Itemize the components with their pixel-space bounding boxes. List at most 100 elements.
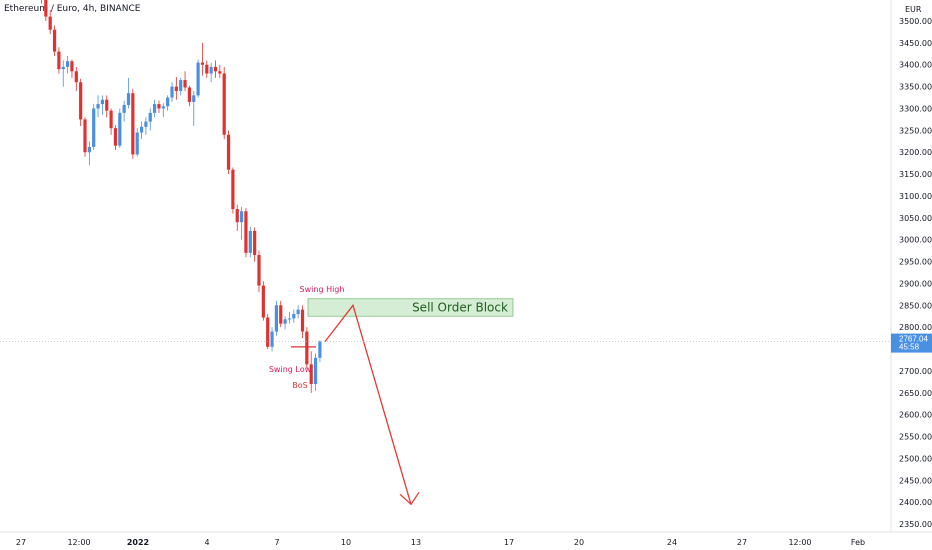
- candle-body: [44, 0, 48, 17]
- candle: [174, 76, 178, 100]
- candle: [52, 25, 57, 56]
- candle: [266, 314, 270, 350]
- candle: [57, 47, 61, 74]
- candle: [296, 305, 300, 319]
- y-tick-label: 3450.00: [899, 39, 932, 48]
- candle: [192, 90, 196, 126]
- candle-body: [192, 95, 196, 102]
- candle-body: [296, 309, 300, 315]
- candle-body: [283, 319, 287, 324]
- candle: [48, 10, 52, 35]
- candle-body: [257, 255, 261, 286]
- y-tick-label: 2500.00: [899, 454, 932, 463]
- candle-body: [131, 93, 135, 155]
- candle: [313, 353, 318, 391]
- candle-body: [196, 62, 200, 96]
- candles: [41, 0, 322, 393]
- candle-body: [139, 126, 144, 133]
- candle: [161, 103, 165, 118]
- candle: [283, 316, 287, 330]
- candle-body: [66, 61, 70, 67]
- y-tick-label: 2850.00: [899, 301, 932, 310]
- candle: [183, 71, 187, 91]
- candle-body: [174, 86, 178, 91]
- candle-body: [287, 318, 292, 320]
- candle-body: [300, 309, 305, 332]
- candle-body: [270, 331, 274, 347]
- candle-body: [61, 66, 65, 70]
- candle-body: [83, 119, 87, 153]
- candle: [253, 227, 257, 262]
- candle-body: [74, 71, 78, 83]
- candle-body: [109, 110, 113, 129]
- candle-body: [153, 104, 157, 113]
- y-tick-label: 2700.00: [899, 367, 932, 376]
- candle: [153, 99, 157, 118]
- candle: [96, 95, 100, 118]
- candle-body: [292, 314, 296, 319]
- candle-body: [170, 86, 174, 98]
- candle-body: [48, 16, 52, 30]
- y-tick-label: 3250.00: [899, 126, 932, 135]
- candle-body: [148, 112, 152, 122]
- candle: [209, 62, 213, 83]
- y-tick-label: 2350.00: [899, 520, 932, 529]
- candle-body: [70, 61, 74, 72]
- y-tick-label: 2600.00: [899, 411, 932, 420]
- candle: [170, 82, 174, 102]
- candle-body: [126, 93, 131, 105]
- candle-body: [266, 317, 270, 347]
- bos-label: BoS: [292, 381, 307, 390]
- candle: [113, 125, 118, 151]
- x-tick-label: 27: [737, 538, 747, 547]
- candle-body: [244, 211, 248, 253]
- candle-body: [248, 230, 252, 253]
- candle: [66, 55, 70, 74]
- symbol-label: Ethereum / Euro, 4h, BINANCE: [4, 4, 141, 14]
- time-axis[interactable]: 27 12:00 2022 4 7 10 13 17 20 24 27 12:00 Feb: [0, 531, 932, 550]
- candle: [126, 77, 131, 109]
- y-tick-label: 3200.00: [899, 148, 932, 157]
- y-tick-label: 2450.00: [899, 476, 932, 485]
- order-block-label: Sell Order Block: [412, 300, 508, 314]
- candle: [44, 0, 48, 21]
- candle: [100, 95, 104, 116]
- candle: [144, 117, 148, 135]
- sell-order-block: Sell Order Block: [307, 298, 514, 317]
- price-axis[interactable]: 3500.00 3450.00 3400.00 3350.00 3300.00 3250.…: [890, 0, 932, 532]
- y-tick-label: 3500.00: [899, 17, 932, 26]
- candle-body: [213, 66, 218, 72]
- candle: [270, 327, 274, 352]
- candle: [200, 42, 205, 76]
- candle-body: [222, 73, 226, 135]
- candle-body: [52, 29, 57, 52]
- candle: [74, 66, 78, 91]
- y-tick-label: 2900.00: [899, 279, 932, 288]
- y-tick-label: 3300.00: [899, 104, 932, 113]
- candle: [83, 117, 87, 157]
- candle: [292, 309, 296, 323]
- candle: [196, 59, 200, 98]
- candle-body: [235, 209, 239, 223]
- candle-body: [226, 134, 231, 170]
- candle-body: [318, 341, 322, 358]
- candle: [41, 0, 42, 4]
- candle: [105, 95, 109, 118]
- candle-body: [200, 62, 205, 65]
- candle: [61, 60, 65, 87]
- candle-body: [209, 66, 213, 74]
- candle-body: [205, 64, 209, 74]
- candle: [87, 141, 91, 166]
- x-tick-label: 7: [274, 538, 279, 547]
- candle: [244, 208, 248, 258]
- last-price-tag-bg: [891, 333, 932, 353]
- x-tick-label: 24: [667, 538, 677, 547]
- x-tick-label: 4: [204, 538, 209, 547]
- candle: [179, 77, 183, 96]
- candle: [157, 100, 161, 113]
- y-tick-label: 2950.00: [899, 258, 932, 267]
- x-tick-label: 2022: [127, 538, 149, 547]
- candle: [287, 311, 292, 324]
- candle: [231, 167, 235, 214]
